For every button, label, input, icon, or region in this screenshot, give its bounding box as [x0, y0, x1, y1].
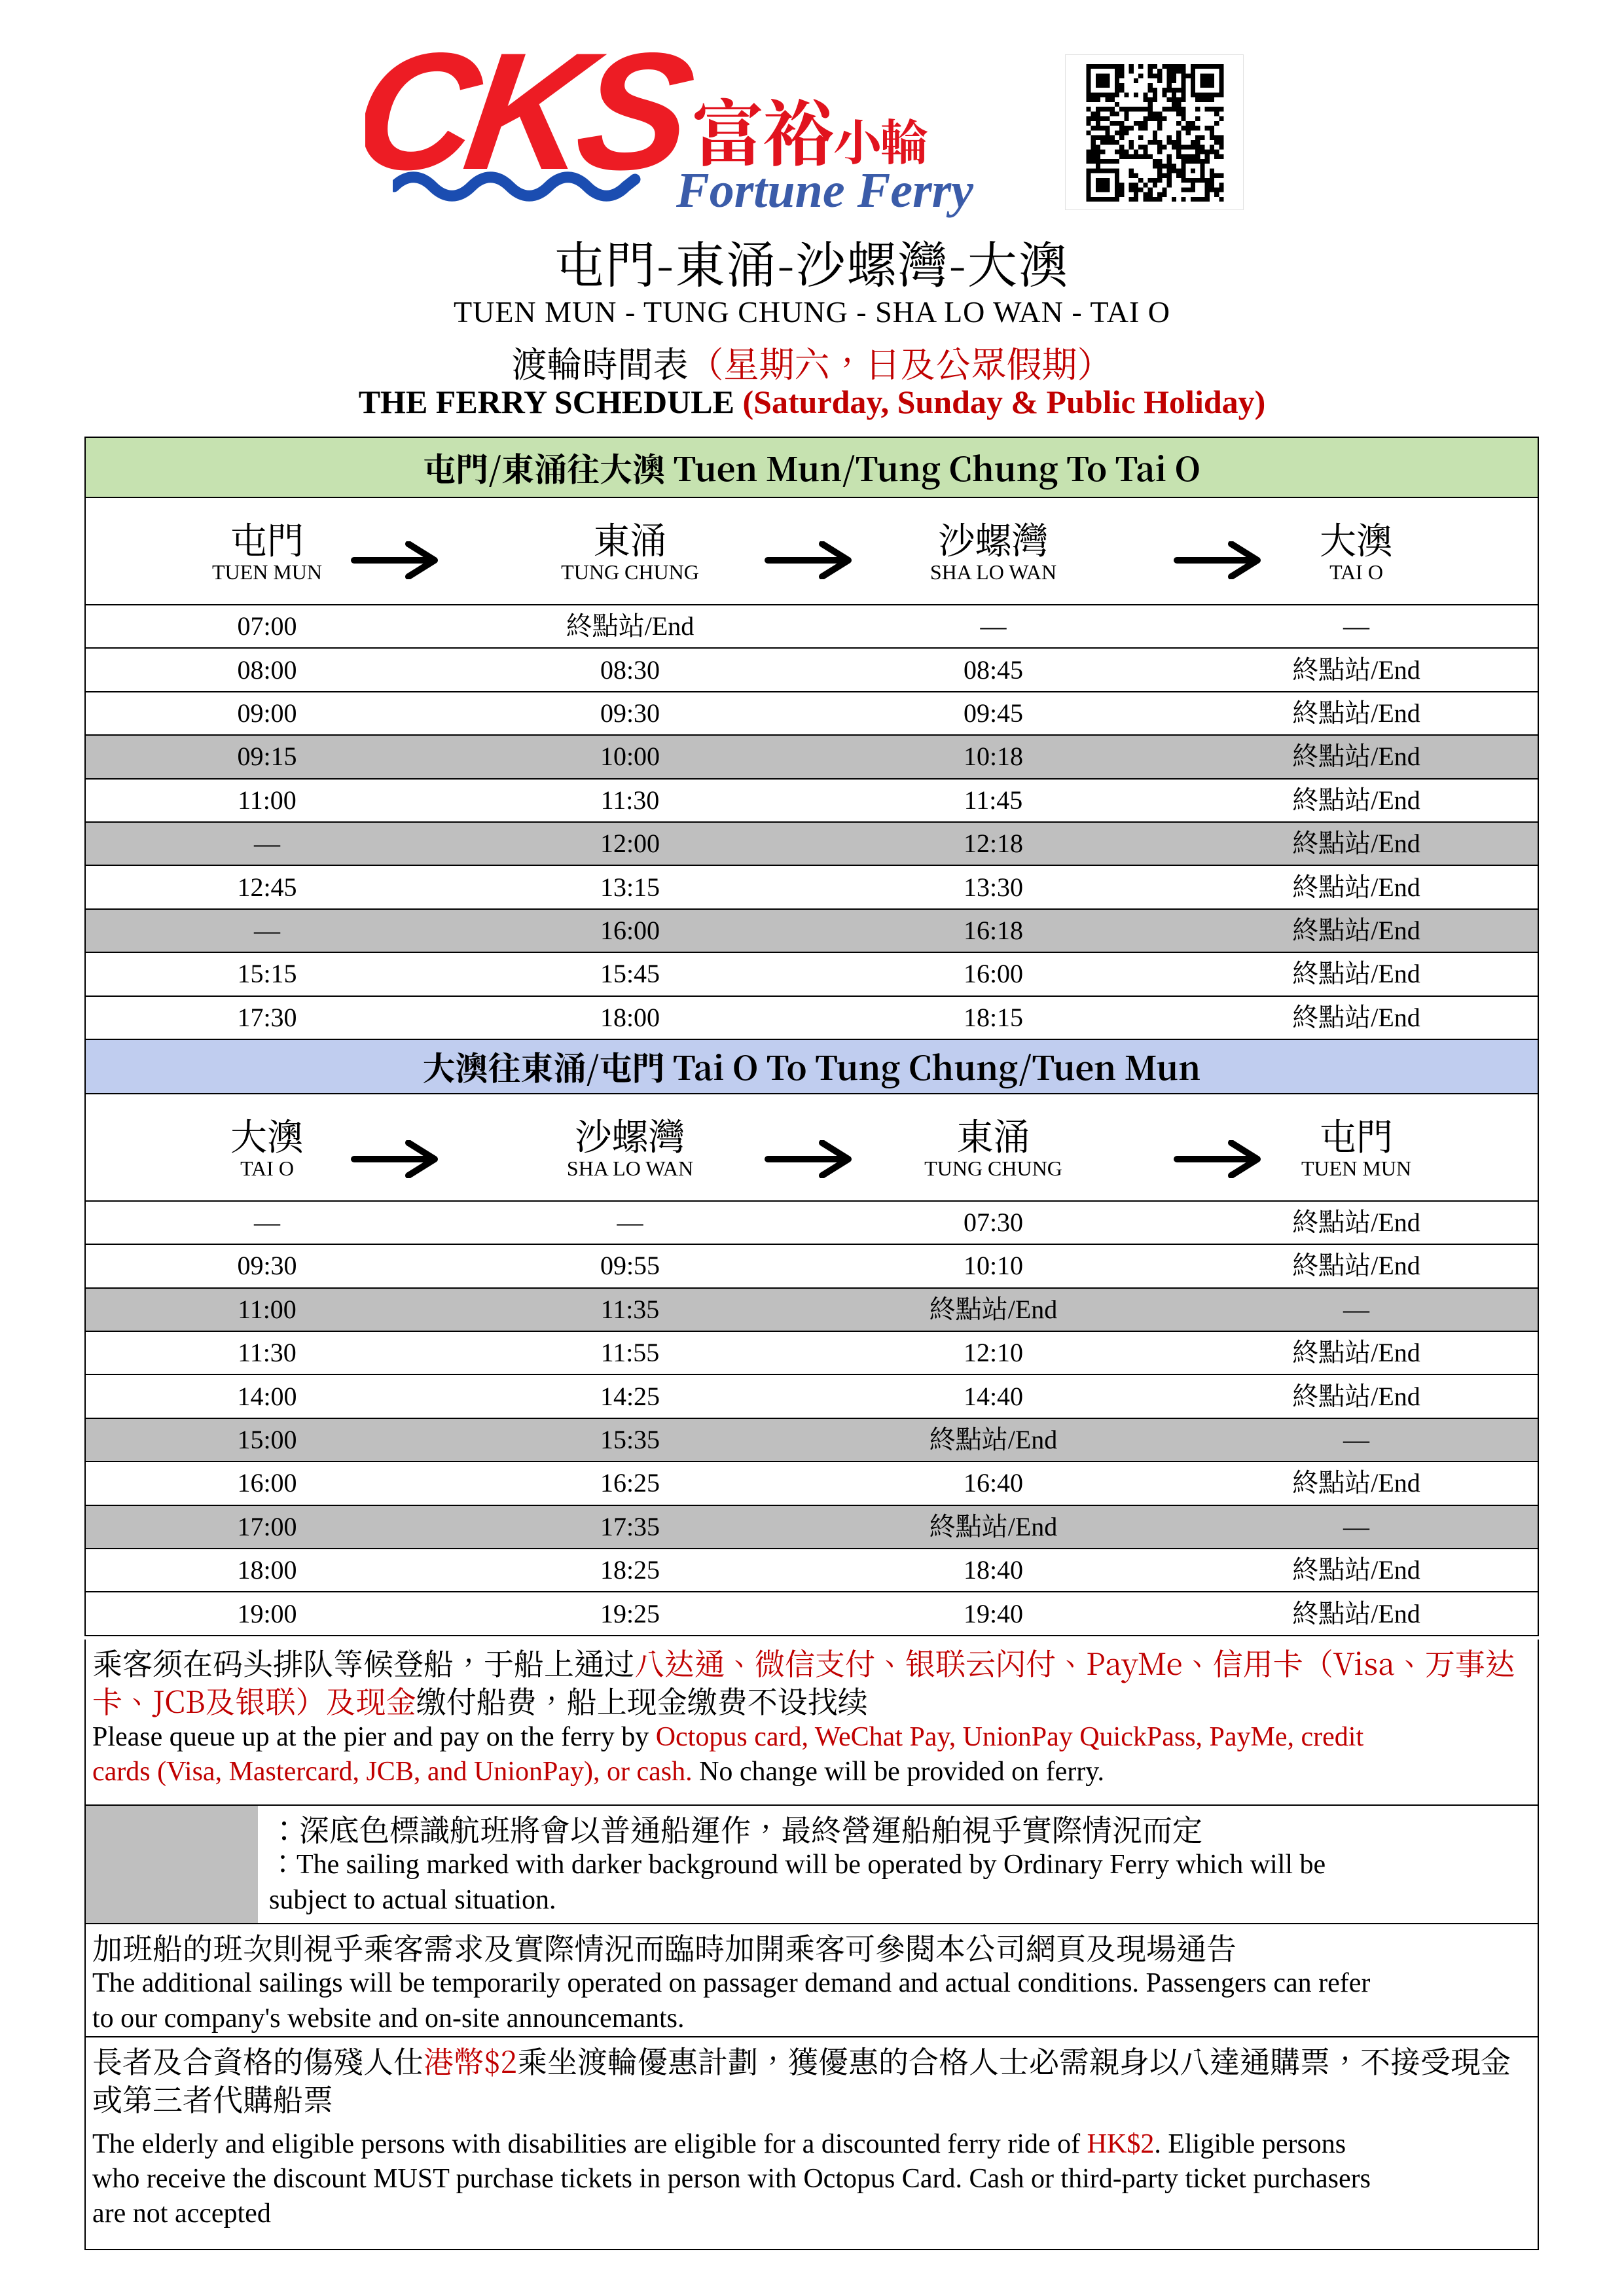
svg-text:CKS: CKS — [365, 52, 705, 190]
